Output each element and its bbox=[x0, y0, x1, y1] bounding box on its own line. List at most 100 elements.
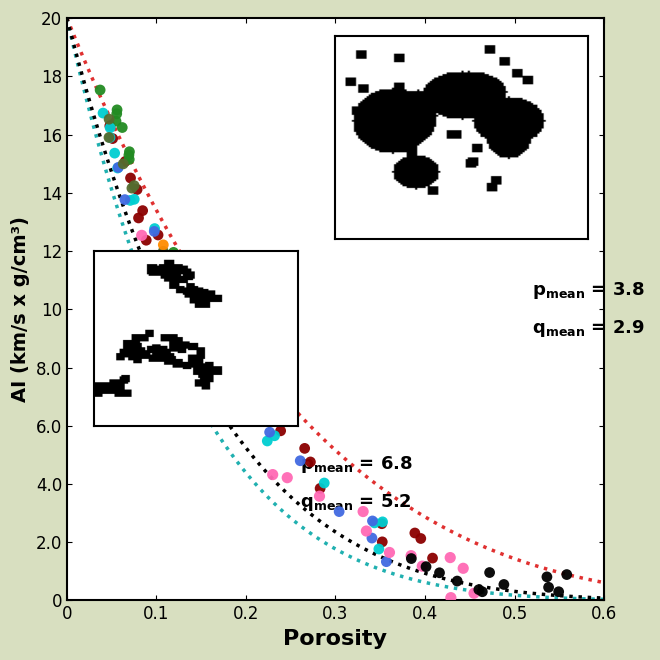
Point bbox=[191, 331, 201, 342]
Text: $\mathbf{p_{mean}}$ = 6.8: $\mathbf{p_{mean}}$ = 6.8 bbox=[300, 455, 412, 475]
Point bbox=[233, 368, 244, 378]
Point bbox=[124, 147, 135, 157]
Point bbox=[149, 223, 160, 234]
Point bbox=[152, 251, 162, 261]
Point bbox=[263, 409, 274, 420]
Point bbox=[484, 567, 495, 578]
Point bbox=[110, 148, 120, 158]
Point bbox=[234, 333, 244, 343]
Point bbox=[315, 483, 325, 494]
Point bbox=[158, 240, 168, 250]
Point bbox=[189, 268, 199, 279]
Point bbox=[474, 584, 484, 595]
Point bbox=[188, 341, 199, 352]
Point bbox=[117, 122, 127, 133]
Point bbox=[377, 537, 387, 547]
Point bbox=[295, 455, 306, 466]
Y-axis label: AI (km/s x g/cm³): AI (km/s x g/cm³) bbox=[11, 216, 30, 402]
Point bbox=[226, 360, 236, 371]
Point bbox=[216, 390, 226, 401]
Point bbox=[133, 213, 144, 223]
Point bbox=[410, 528, 420, 539]
Point bbox=[542, 572, 552, 582]
Point bbox=[171, 272, 182, 282]
Point bbox=[458, 563, 469, 574]
Point bbox=[98, 108, 108, 118]
Point bbox=[125, 195, 135, 206]
Point bbox=[192, 294, 203, 304]
Point bbox=[203, 303, 213, 313]
Point bbox=[156, 253, 166, 263]
Point bbox=[421, 562, 432, 572]
Point bbox=[562, 570, 572, 580]
Point bbox=[406, 553, 416, 564]
Point bbox=[381, 556, 391, 567]
Point bbox=[120, 156, 131, 167]
Point bbox=[168, 247, 179, 257]
Point bbox=[149, 226, 160, 237]
Point bbox=[319, 478, 329, 488]
Point bbox=[180, 283, 191, 294]
X-axis label: Porosity: Porosity bbox=[283, 629, 387, 649]
Point bbox=[112, 163, 123, 174]
Point bbox=[275, 426, 286, 436]
Point bbox=[137, 230, 147, 241]
Point bbox=[176, 260, 186, 271]
Point bbox=[553, 587, 564, 597]
Point bbox=[477, 587, 488, 597]
Point bbox=[124, 154, 135, 165]
Point bbox=[125, 173, 136, 183]
Point bbox=[112, 104, 122, 115]
Point bbox=[314, 491, 325, 502]
Point bbox=[158, 252, 169, 263]
Point bbox=[305, 457, 315, 467]
Point bbox=[269, 430, 280, 441]
Point bbox=[221, 356, 232, 366]
Point bbox=[498, 579, 509, 590]
Point bbox=[119, 194, 130, 205]
Point bbox=[105, 132, 115, 143]
Point bbox=[265, 427, 275, 438]
Point bbox=[406, 550, 416, 561]
Point bbox=[367, 533, 378, 543]
Point bbox=[141, 235, 152, 246]
Point bbox=[104, 132, 114, 143]
Point bbox=[469, 588, 479, 599]
Point bbox=[282, 473, 292, 483]
Point bbox=[214, 316, 224, 327]
Point bbox=[111, 116, 121, 127]
Point bbox=[176, 263, 186, 273]
Point bbox=[246, 380, 256, 391]
Point bbox=[262, 436, 273, 446]
Point bbox=[216, 302, 226, 313]
Point bbox=[104, 121, 115, 131]
Point bbox=[190, 282, 201, 293]
Text: $\mathbf{p_{mean}}$ = 3.8: $\mathbf{p_{mean}}$ = 3.8 bbox=[533, 280, 645, 301]
Point bbox=[445, 552, 455, 563]
Point bbox=[129, 194, 139, 205]
Point bbox=[300, 443, 310, 453]
Point bbox=[376, 519, 387, 529]
Point bbox=[105, 123, 115, 133]
Point bbox=[543, 582, 554, 593]
Point bbox=[267, 469, 278, 480]
Point bbox=[220, 369, 230, 380]
Point bbox=[156, 255, 167, 266]
Point bbox=[113, 162, 123, 173]
Point bbox=[374, 544, 384, 554]
Point bbox=[104, 114, 114, 125]
Point bbox=[370, 517, 380, 528]
Point bbox=[157, 261, 168, 272]
Point bbox=[417, 561, 428, 572]
Point bbox=[129, 180, 139, 191]
Point bbox=[202, 325, 213, 336]
Point bbox=[384, 547, 395, 558]
Point bbox=[367, 515, 378, 526]
Point bbox=[154, 256, 164, 267]
Point bbox=[334, 506, 345, 517]
Point bbox=[274, 405, 284, 415]
Point bbox=[221, 394, 232, 405]
Point bbox=[148, 262, 159, 273]
Point bbox=[175, 290, 185, 300]
Point bbox=[427, 553, 438, 564]
